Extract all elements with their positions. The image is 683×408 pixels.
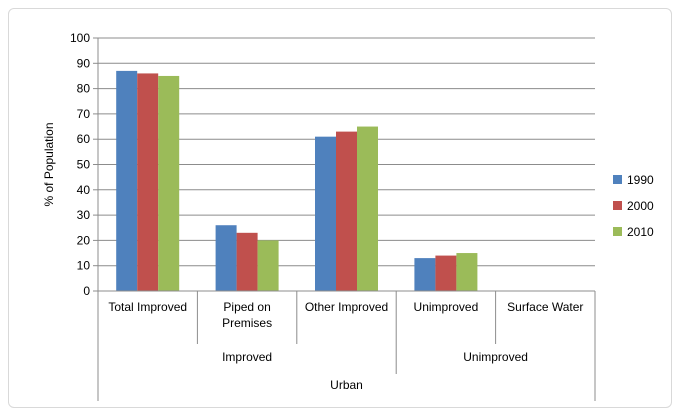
y-tick-label: 50 xyxy=(77,158,91,172)
y-tick-label: 60 xyxy=(77,132,91,146)
y-tick-label: 40 xyxy=(77,183,91,197)
y-tick-label: 80 xyxy=(77,82,91,96)
legend-label: 2000 xyxy=(627,199,654,213)
x-group-label: Unimproved xyxy=(463,350,528,364)
x-category-label: Premises xyxy=(222,316,272,330)
y-axis-title: % of Population xyxy=(42,122,56,206)
bar xyxy=(116,70,138,291)
bar xyxy=(215,225,237,291)
y-tick-label: 20 xyxy=(77,233,91,247)
y-tick-label: 100 xyxy=(70,31,90,45)
legend: 1990 2000 2010 xyxy=(613,173,654,239)
bar xyxy=(336,131,357,291)
legend-swatch xyxy=(613,201,622,210)
bar xyxy=(137,73,159,291)
legend-swatch xyxy=(613,227,622,236)
y-tick-label: 90 xyxy=(77,56,91,70)
axes xyxy=(93,37,596,401)
legend-swatch xyxy=(613,175,622,184)
x-category-label: Surface Water xyxy=(507,300,583,314)
bar xyxy=(414,258,436,291)
y-tick-label: 10 xyxy=(77,259,91,273)
x-group-label: Improved xyxy=(222,350,272,364)
y-tick-label: 70 xyxy=(77,107,91,121)
x-category-label: Total Improved xyxy=(108,300,187,314)
bar xyxy=(257,240,279,291)
bar xyxy=(158,75,180,291)
bars xyxy=(116,70,478,291)
x-supergroup-label: Urban xyxy=(330,378,363,392)
y-tick-label: 30 xyxy=(77,208,91,222)
bar xyxy=(435,255,457,291)
x-category-label: Piped on xyxy=(223,300,270,314)
bar xyxy=(236,232,258,291)
bar xyxy=(456,253,478,291)
x-category-labels: Total Improved Piped on Premises Other Impr… xyxy=(108,300,583,392)
legend-label: 2010 xyxy=(627,225,654,239)
bar xyxy=(357,126,378,291)
chart-svg: 0 10 20 30 40 50 60 70 80 90 100 Total Improved Pip… xyxy=(42,31,654,401)
x-category-label: Unimproved xyxy=(414,300,479,314)
chart-area: 0 10 20 30 40 50 60 70 80 90 100 Total Improved Pip… xyxy=(8,8,672,408)
legend-label: 1990 xyxy=(627,173,654,187)
bar xyxy=(315,136,336,291)
y-tick-labels: 0 10 20 30 40 50 60 70 80 90 100 xyxy=(70,31,90,298)
y-tick-label: 0 xyxy=(83,284,90,298)
x-category-label: Other Improved xyxy=(305,300,388,314)
